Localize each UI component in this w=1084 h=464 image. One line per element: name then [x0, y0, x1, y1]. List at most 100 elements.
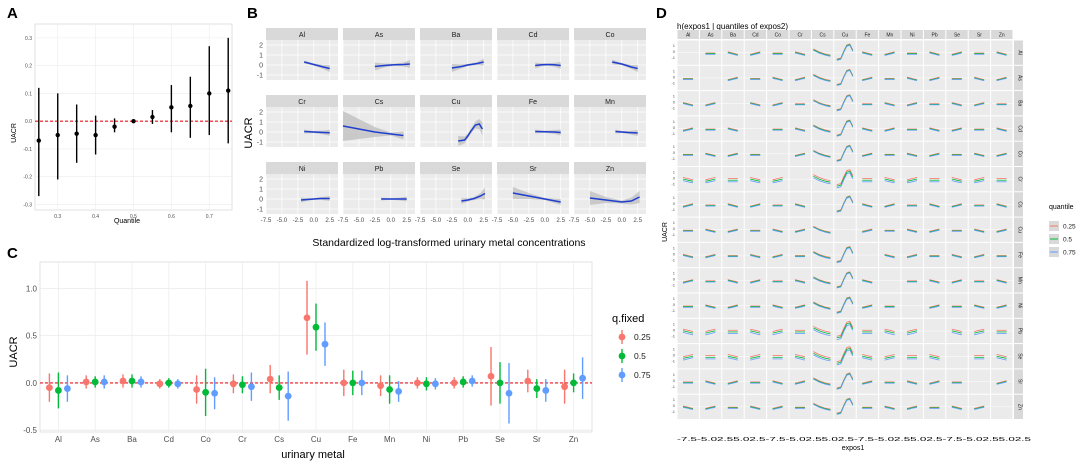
panel-label-d: D [656, 5, 667, 22]
panel-b-smooth-line [512, 192, 561, 203]
panel-d-curve [813, 74, 831, 82]
panel-d-curve [951, 52, 962, 56]
panel-d-curve [772, 304, 783, 308]
panel-b-x-tick-label: 2.5 [479, 217, 488, 224]
panel-d-curve [727, 204, 738, 208]
panel-b-facet-title: Sr [530, 166, 538, 173]
panel-c-point [579, 374, 586, 382]
panel-d-y-tick-label: 0 [673, 378, 676, 383]
panel-a-point [55, 132, 60, 138]
panel-b-x-tick-label: 0.0 [617, 217, 626, 224]
panel-c-point [570, 379, 577, 387]
panel-d-curve [794, 152, 806, 156]
panel-d-curve [929, 279, 940, 283]
panel-d-curve [682, 127, 694, 131]
panel-c-point [468, 377, 476, 385]
panel-d-curve [862, 304, 873, 308]
panel-d-curve [836, 120, 854, 137]
panel-d-y-tick-label: 1 [673, 68, 676, 73]
panel-c-point [239, 381, 246, 389]
panel-d-curve [996, 127, 1007, 131]
panel-d-row-label: Cr [1017, 177, 1023, 183]
panel-b-x-tick-label: -2.5 [447, 217, 458, 224]
panel-d-curve [682, 330, 694, 334]
panel-d-row-label: As [1017, 75, 1023, 81]
panel-d-curve [906, 380, 918, 384]
panel-d-curve [750, 357, 761, 361]
panel-d-curve [884, 254, 895, 258]
panel-d-y-tick-label: 0 [673, 176, 676, 181]
panel-d-curve [705, 332, 716, 336]
panel-d-col-strip [767, 30, 789, 39]
panel-d-curve [772, 77, 783, 81]
panel-c-point [377, 382, 384, 390]
panel-d-y-tick-label: -1 [671, 333, 675, 338]
panel-d-curve [705, 381, 716, 385]
panel-d-curve [682, 128, 694, 132]
panel-d-curve [951, 102, 962, 106]
panel-d-curve [682, 279, 694, 283]
panel-d-curve [862, 152, 873, 156]
panel-d-curve [727, 203, 738, 208]
panel-b-smooth-line [374, 63, 410, 68]
panel-b-x-tick-label: -5.0 [585, 217, 596, 224]
panel-d-col-strip [722, 30, 744, 39]
panel-d-curve [813, 151, 831, 158]
panel-d-curve [794, 305, 806, 309]
panel-d-curve [750, 102, 761, 106]
panel-c-x-tick-label: Cr [238, 435, 247, 444]
panel-d-curve [974, 102, 985, 106]
panel-d-row-label: Fe [1017, 252, 1023, 258]
panel-d-curve [996, 52, 1007, 56]
panel-c-x-tick-label: Al [55, 435, 62, 444]
panel-d-curve [813, 75, 831, 82]
panel-d-curve [974, 229, 985, 233]
panel-d-curve [727, 279, 738, 283]
panel-d-curve [813, 251, 831, 258]
panel-d-curve [862, 127, 873, 131]
panel-d-curve [906, 229, 918, 233]
panel-d-curve [862, 52, 873, 56]
panel-d-curve [862, 51, 873, 55]
panel-b-ylabel: UACR [243, 117, 255, 148]
panel-d-curve [772, 76, 783, 80]
panel-d-curve [705, 304, 716, 308]
panel-d-curve [727, 152, 738, 156]
panel-d-curve [884, 203, 895, 208]
panel-c-point [137, 378, 145, 386]
panel-d-curve [682, 103, 694, 107]
panel-d-curve [884, 177, 895, 181]
panel-a-y-tick-label: -0.2 [23, 175, 32, 181]
panel-d-curve [836, 272, 854, 289]
panel-d-curve [682, 354, 694, 358]
panel-d-curve [862, 229, 873, 233]
panel-d-curve [862, 128, 873, 132]
panel-d-curve [705, 153, 716, 157]
panel-c-legend-swatch [618, 333, 626, 341]
panel-labels: A B C D [7, 5, 667, 262]
panel-label-c: C [7, 245, 18, 262]
panel-d-curve [929, 76, 940, 80]
panel-b-smooth-line [615, 130, 638, 134]
panel-d-y-tick-label: -1 [671, 156, 675, 161]
panel-d-curve [727, 381, 738, 385]
panel-b-smooth-line [612, 61, 638, 70]
panel-d-curve [951, 328, 962, 332]
panel-d-curve [951, 279, 962, 283]
panel-d-curve [974, 406, 985, 410]
panel-d-curve [813, 404, 831, 411]
panel-d-curve [884, 405, 895, 409]
panel-d-curve [727, 228, 738, 232]
panel-d-curve [996, 152, 1007, 156]
panel-d-curve [750, 203, 761, 208]
panel-d-curve [750, 328, 761, 332]
panel-d-curve [996, 153, 1007, 157]
panel-d-curve [974, 406, 985, 410]
panel-b-facet-title: Mn [605, 99, 615, 106]
panel-d-curve [862, 280, 873, 284]
panel-b-facet-strip [343, 95, 415, 107]
panel-d-curve [836, 324, 854, 340]
panel-d-row-label: Co [1017, 151, 1023, 158]
panel-c-point [128, 377, 136, 385]
panel-c-point [524, 377, 532, 385]
